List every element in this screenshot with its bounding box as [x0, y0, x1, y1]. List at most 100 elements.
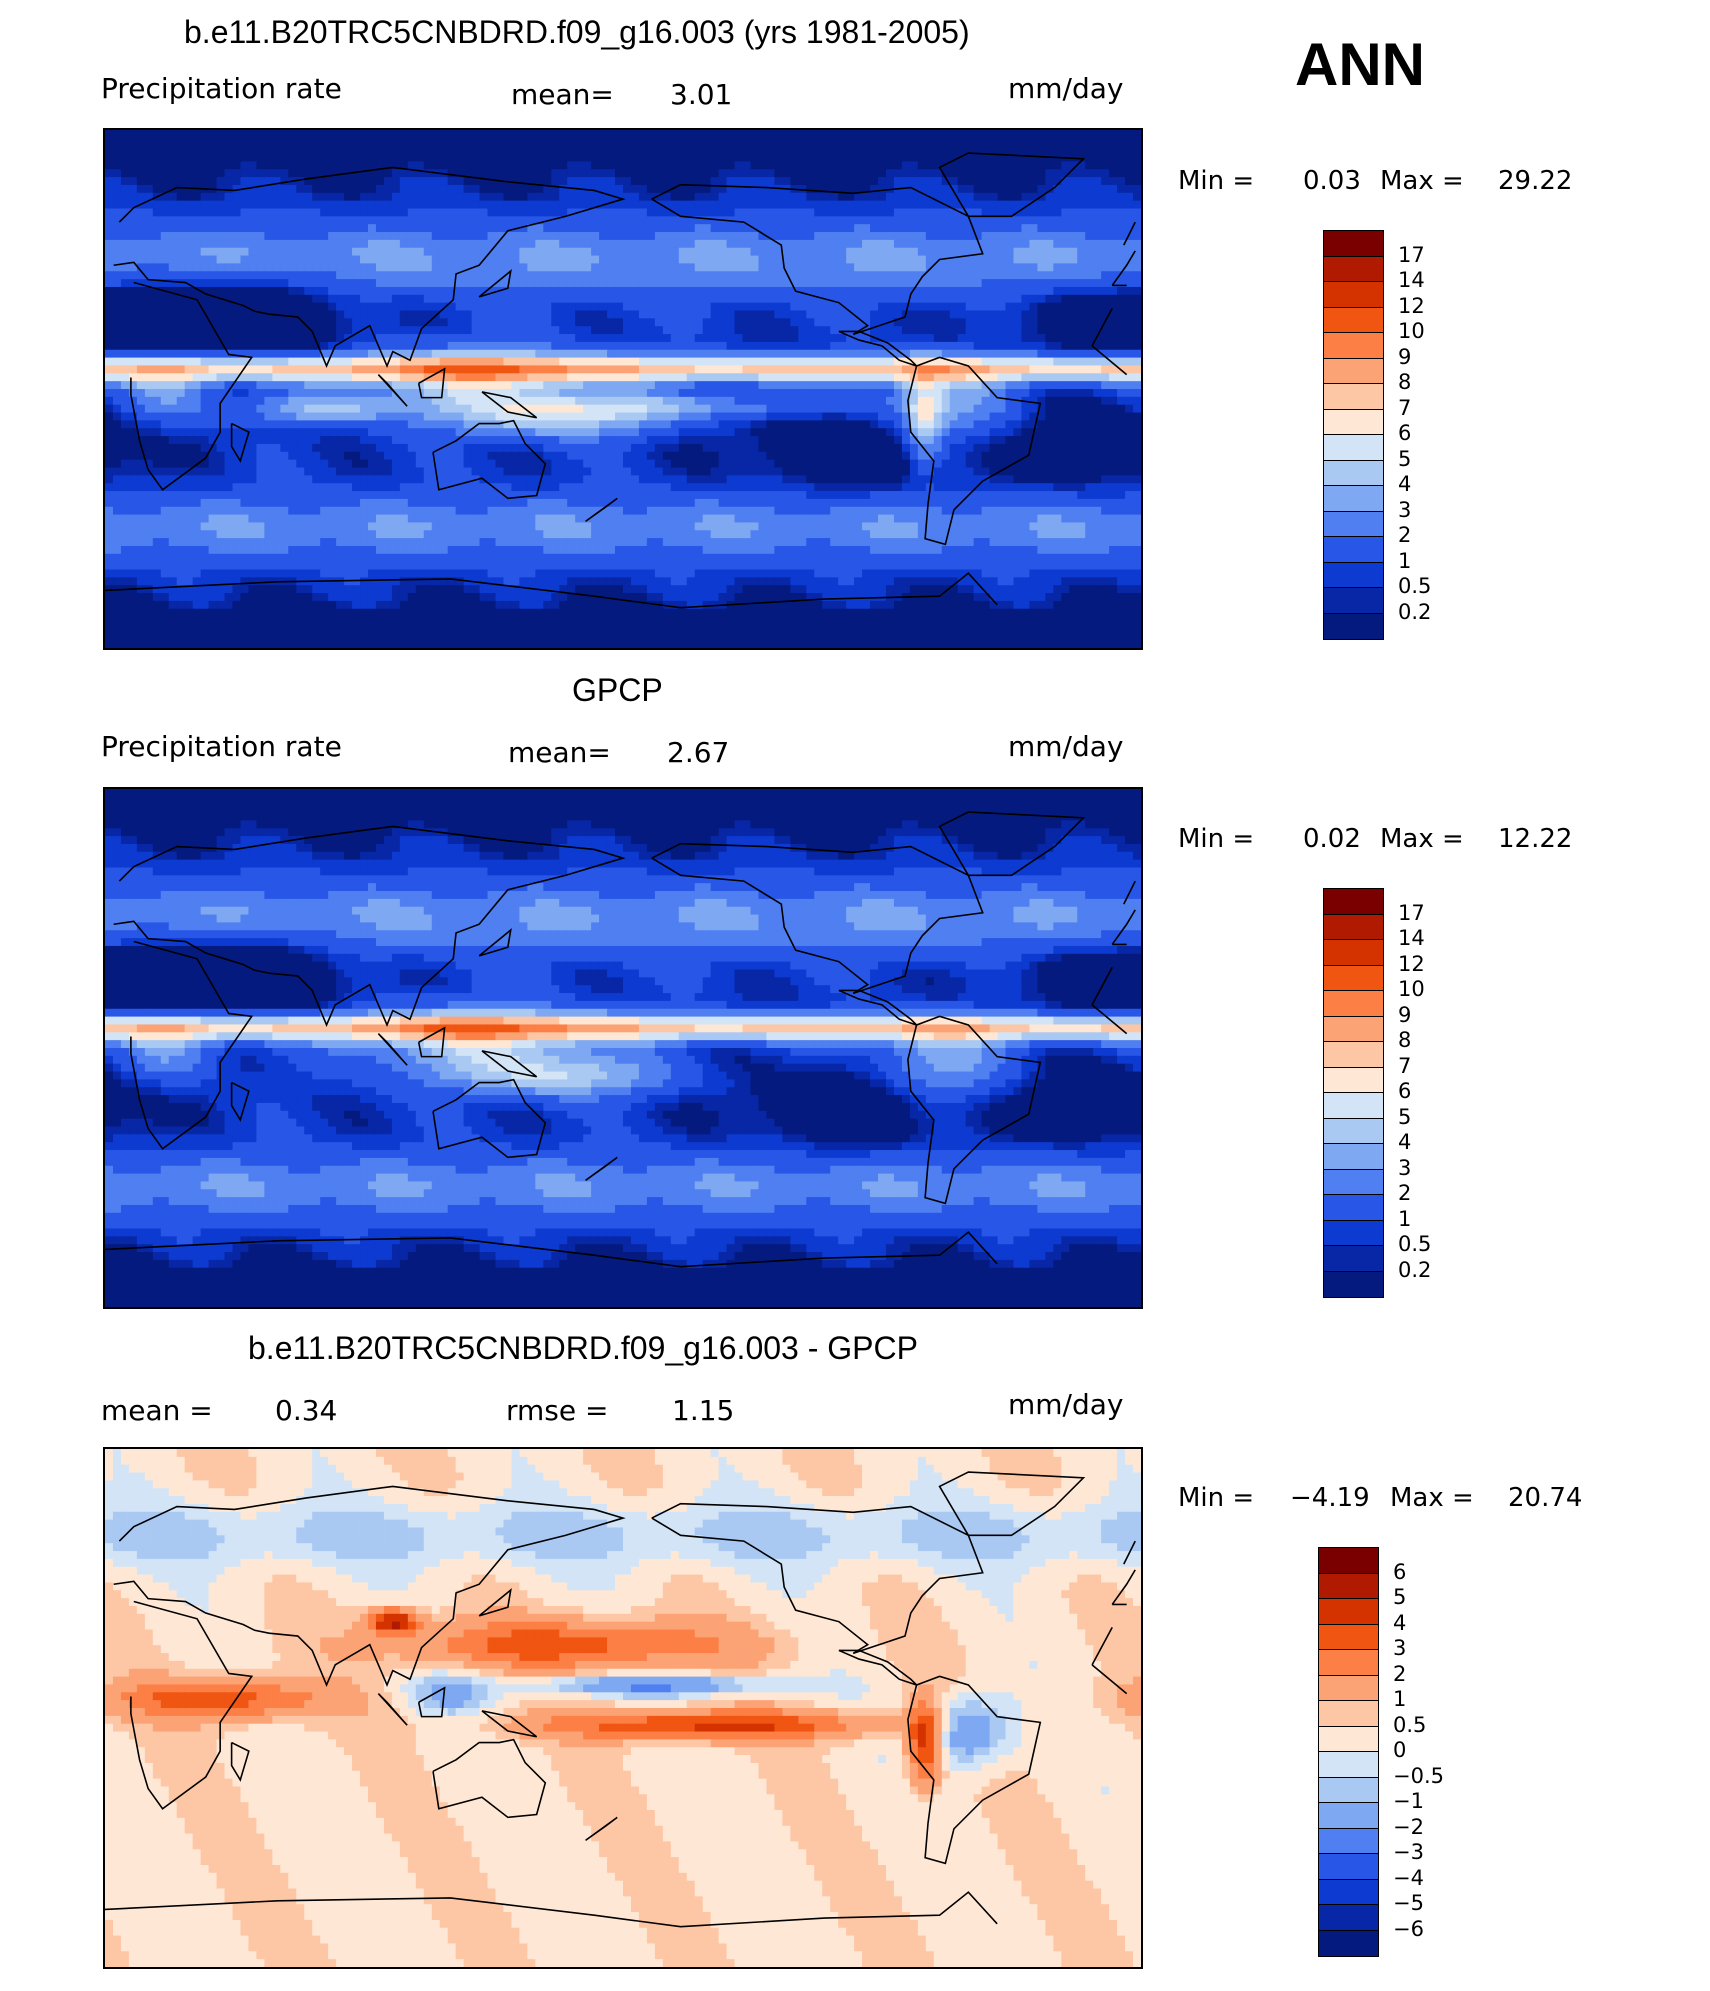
panel2-variable-label: Precipitation rate: [101, 730, 342, 763]
colorbar-tick-label: 17: [1398, 244, 1425, 266]
colorbar-tick-label: 1: [1393, 1689, 1406, 1710]
coastline: [432, 1078, 547, 1159]
colorbar-tick-label: 1: [1398, 550, 1411, 572]
colorbar-tick-label: 17: [1398, 902, 1425, 924]
colorbar-swatch: [1324, 1246, 1383, 1272]
colorbar-swatch: [1319, 1803, 1378, 1829]
colorbar-swatch: [1324, 231, 1383, 257]
colorbar-swatch: [1324, 1144, 1383, 1170]
colorbar-swatch: [1324, 384, 1383, 410]
colorbar-swatch: [1324, 1042, 1383, 1068]
panel1-precipitation-map: [103, 128, 1143, 650]
panel2-max-label: Max =: [1380, 824, 1464, 854]
colorbar-swatch: [1324, 282, 1383, 308]
panel3-units: mm/day: [1008, 1388, 1124, 1421]
coastline: [1123, 1540, 1136, 1565]
colorbar-tick-label: 12: [1398, 295, 1425, 317]
coastline: [105, 572, 998, 609]
colorbar-tick-label: 3: [1398, 1157, 1411, 1179]
colorbar-tick-label: 5: [1398, 448, 1411, 470]
coastline: [938, 152, 1086, 218]
coastline: [432, 419, 547, 500]
colorbar-tick-label: −0.5: [1393, 1765, 1444, 1787]
panel2-gpcp-map: [103, 787, 1143, 1309]
map-field: [105, 1449, 1141, 1967]
colorbar-swatch: [1324, 1016, 1383, 1042]
coastline: [1123, 221, 1136, 246]
coastline: [113, 1485, 1136, 1688]
colorbar-tick-label: 5: [1393, 1587, 1406, 1608]
colorbar-tick-label: 0.2: [1398, 601, 1431, 623]
coastline: [938, 1471, 1086, 1537]
coastline: [417, 1686, 446, 1718]
panel1-min-label: Min =: [1178, 166, 1254, 196]
panel2-colorbar: [1323, 888, 1384, 1298]
panel1-mean-value: 3.01: [670, 78, 732, 111]
panel3-min-label: Min =: [1178, 1483, 1254, 1513]
panel3-title: b.e11.B20TRC5CNBDRD.f09_g16.003 - GPCP: [248, 1330, 918, 1367]
panel1-variable-label: Precipitation rate: [101, 72, 342, 105]
coastline: [105, 1891, 998, 1928]
panel2-min-label: Min =: [1178, 824, 1254, 854]
colorbar-swatch: [1324, 889, 1383, 915]
coastline: [907, 356, 1042, 546]
season-label: ANN: [1295, 30, 1425, 99]
colorbar-tick-label: 9: [1398, 1004, 1411, 1026]
map-field: [105, 130, 1141, 648]
colorbar-swatch: [1324, 486, 1383, 512]
colorbar-swatch: [1324, 537, 1383, 563]
colorbar-swatch: [1319, 1548, 1378, 1574]
colorbar-swatch: [1319, 1599, 1378, 1625]
colorbar-tick-label: 7: [1398, 1055, 1411, 1077]
colorbar-tick-label: 3: [1393, 1638, 1406, 1659]
coastline: [481, 1710, 538, 1738]
coastline: [432, 1738, 547, 1819]
colorbar-swatch: [1319, 1828, 1378, 1854]
colorbar-tick-label: −2: [1393, 1816, 1424, 1838]
colorbar-swatch: [1319, 1930, 1378, 1956]
panel3-mean-label: mean =: [101, 1394, 213, 1427]
colorbar-tick-label: 0.5: [1398, 576, 1431, 597]
colorbar-swatch: [1324, 991, 1383, 1017]
colorbar-swatch: [1324, 256, 1383, 282]
colorbar-swatch: [1319, 1624, 1378, 1650]
colorbar-swatch: [1324, 1118, 1383, 1144]
colorbar-swatch: [1324, 940, 1383, 966]
panel3-rmse-label: rmse =: [506, 1394, 608, 1427]
map-field: [105, 789, 1141, 1307]
coastline: [1123, 880, 1136, 905]
panel2-max-value: 12.22: [1498, 824, 1572, 854]
colorbar-tick-label: 2: [1398, 1183, 1411, 1204]
coastline: [585, 1156, 618, 1182]
colorbar-swatch: [1319, 1726, 1378, 1752]
colorbar-swatch: [1324, 914, 1383, 940]
panel3-max-label: Max =: [1390, 1483, 1474, 1513]
coastline: [377, 374, 408, 407]
colorbar-swatch: [1319, 1905, 1378, 1931]
coastline: [938, 811, 1086, 877]
colorbar-tick-label: 12: [1398, 953, 1425, 975]
coastline: [130, 940, 1128, 1150]
colorbar-swatch: [1324, 333, 1383, 359]
colorbar-swatch: [1324, 562, 1383, 588]
panel3-min-value: −4.19: [1290, 1483, 1370, 1513]
coastline: [377, 1693, 408, 1726]
colorbar-tick-label: −1: [1393, 1791, 1424, 1812]
panel1-max-value: 29.22: [1498, 166, 1572, 196]
panel2-mean-label: mean=: [508, 736, 611, 769]
colorbar-tick-label: 8: [1398, 1030, 1411, 1051]
colorbar-tick-label: 6: [1398, 1081, 1411, 1102]
panel3-mean-value: 0.34: [275, 1394, 337, 1427]
colorbar-tick-label: 4: [1398, 1132, 1411, 1153]
panel1-units: mm/day: [1008, 72, 1124, 105]
colorbar-swatch: [1319, 1675, 1378, 1701]
colorbar-swatch: [1319, 1701, 1378, 1727]
coastline: [478, 269, 512, 298]
panel1-max-label: Max =: [1380, 166, 1464, 196]
colorbar-swatch: [1324, 588, 1383, 614]
colorbar-swatch: [1319, 1573, 1378, 1599]
colorbar-swatch: [1324, 1271, 1383, 1297]
colorbar-tick-label: 7: [1398, 397, 1411, 419]
coastline: [651, 1502, 984, 1655]
colorbar-tick-label: −6: [1393, 1918, 1424, 1940]
